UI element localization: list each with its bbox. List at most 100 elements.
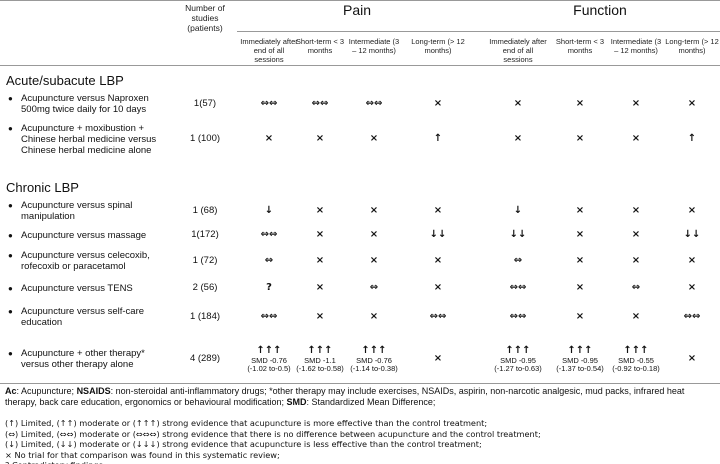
- evidence-symbol: ⇔⇔: [683, 311, 701, 322]
- evidence-symbol: ↑↑↑: [307, 344, 333, 356]
- definition: : Standardized Mean Difference;: [306, 396, 436, 407]
- row-label: Acupuncture + other therapy* versus othe…: [8, 348, 171, 370]
- cell: ⇔⇔: [410, 300, 466, 334]
- section-title: Acute/subacute LBP: [6, 73, 124, 88]
- count-box: 1 (68): [175, 198, 235, 224]
- cell: ↑: [410, 117, 466, 161]
- cell: ×: [410, 337, 466, 381]
- evidence-symbol: ×: [631, 311, 641, 322]
- cell: ×: [552, 300, 608, 334]
- cell: ×: [664, 278, 720, 298]
- evidence-symbol: ⇔⇔: [509, 282, 527, 293]
- legend-line: × No trial for that comparison was found…: [5, 449, 280, 460]
- cell: ↑: [664, 117, 720, 161]
- row-label-box: Acupuncture versus massage: [8, 226, 171, 244]
- evidence-symbol: ×: [631, 133, 641, 144]
- cell: ×: [292, 278, 348, 298]
- cell: ×: [664, 337, 720, 381]
- evidence-symbol: ⇔⇔: [260, 229, 278, 240]
- evidence-symbol: ⇔⇔: [509, 311, 527, 322]
- cell: ↑↑↑ SMD -0.95 (-1.27 to-0.63): [488, 337, 548, 381]
- study-count: 1 (184): [189, 311, 221, 323]
- smd-text: SMD -0.95: [500, 355, 536, 365]
- cell: ⇔⇔: [240, 226, 298, 244]
- evidence-symbol: ×: [575, 133, 585, 144]
- cell: ×: [346, 226, 402, 244]
- cell: ×: [346, 198, 402, 224]
- evidence-symbol: ↑↑↑: [567, 344, 593, 356]
- cell: ×: [488, 92, 548, 116]
- evidence-symbol: ↑↑↑: [361, 344, 387, 356]
- cell: ?: [240, 278, 298, 298]
- row-label: Acupuncture versus Naproxen 500mg twice …: [8, 93, 171, 115]
- study-count: 1 (68): [192, 205, 218, 217]
- evidence-symbol: ×: [433, 353, 443, 364]
- evidence-symbol: ⇔: [264, 255, 274, 266]
- evidence-symbol: ×: [575, 311, 585, 322]
- cell: ⇔⇔: [240, 92, 298, 116]
- evidence-symbol: ⇔: [631, 282, 641, 293]
- legend-line: (⇔) Limited, (⇔⇔) moderate or (⇔⇔⇔) stro…: [5, 428, 541, 439]
- cell: ×: [552, 246, 608, 276]
- evidence-symbol: ↓: [513, 205, 523, 216]
- number-header: Number of studies (patients): [185, 3, 225, 33]
- evidence-symbol: ×: [433, 98, 443, 109]
- row-label-box: Acupuncture versus Naproxen 500mg twice …: [8, 92, 171, 116]
- count-box: 1 (100): [175, 117, 235, 161]
- evidence-symbol: ×: [513, 133, 523, 144]
- evidence-symbol: ×: [315, 133, 325, 144]
- column-header: Long-term (> 12 months): [411, 37, 465, 55]
- legend-line: (↑) Limited, (↑↑) moderate or (↑↑↑) stro…: [5, 418, 488, 428]
- evidence-symbol: ↑↑↑: [256, 344, 282, 356]
- row-label-box: Acupuncture versus spinal manipulation: [8, 198, 171, 224]
- evidence-symbol: ⇔: [513, 255, 523, 266]
- count-box: 1(57): [175, 92, 235, 116]
- cell: ×: [608, 246, 664, 276]
- count-box: 1 (72): [175, 246, 235, 276]
- evidence-symbol: ↑↑↑: [505, 344, 531, 356]
- row-label-box: Acupuncture versus celecoxib, rofecoxib …: [8, 246, 171, 276]
- cell: ×: [608, 198, 664, 224]
- cell: ×: [346, 300, 402, 334]
- cell: ×: [552, 226, 608, 244]
- section-title: Chronic LBP: [6, 180, 79, 195]
- cell: ⇔: [488, 246, 548, 276]
- evidence-symbol: ×: [264, 133, 274, 144]
- cell: ×: [488, 117, 548, 161]
- evidence-symbol: ⇔⇔: [260, 311, 278, 322]
- count-box: 1 (184): [175, 300, 235, 334]
- evidence-symbol: ×: [687, 205, 697, 216]
- evidence-symbol: ×: [369, 255, 379, 266]
- evidence-symbol: ×: [687, 255, 697, 266]
- term: NSAIDS: [76, 386, 111, 396]
- cell: ×: [664, 198, 720, 224]
- evidence-symbol: ×: [369, 133, 379, 144]
- evidence-symbol: ×: [315, 311, 325, 322]
- cell: ×: [410, 278, 466, 298]
- evidence-symbol: ↓↓: [429, 229, 447, 240]
- cell: ⇔⇔: [488, 278, 548, 298]
- study-count: 1(172): [191, 229, 219, 241]
- evidence-symbol: ×: [631, 98, 641, 109]
- smd-text: (-1.02 to-0.5): [247, 364, 291, 373]
- smd-text: (-0.92 to-0.18): [612, 364, 660, 373]
- evidence-symbol: ×: [631, 205, 641, 216]
- cell: ↓↓: [410, 226, 466, 244]
- smd-text: (-1.37 to-0.54): [556, 364, 604, 373]
- evidence-symbol: ×: [575, 98, 585, 109]
- evidence-symbol: ×: [369, 229, 379, 240]
- study-count: 1 (72): [192, 255, 218, 267]
- evidence-symbol: ↓: [264, 205, 274, 216]
- cell: ×: [410, 246, 466, 276]
- evidence-symbol: ×: [315, 255, 325, 266]
- column-header: Short-term < 3 months: [555, 37, 605, 55]
- smd-text: SMD -0.55: [618, 355, 654, 365]
- evidence-symbol: ×: [687, 98, 697, 109]
- cell: ×: [410, 198, 466, 224]
- cell: ×: [664, 92, 720, 116]
- evidence-symbol: ×: [575, 205, 585, 216]
- study-count: 1 (100): [189, 133, 221, 145]
- smd-text: SMD -0.76: [251, 355, 287, 365]
- evidence-symbol: ×: [631, 255, 641, 266]
